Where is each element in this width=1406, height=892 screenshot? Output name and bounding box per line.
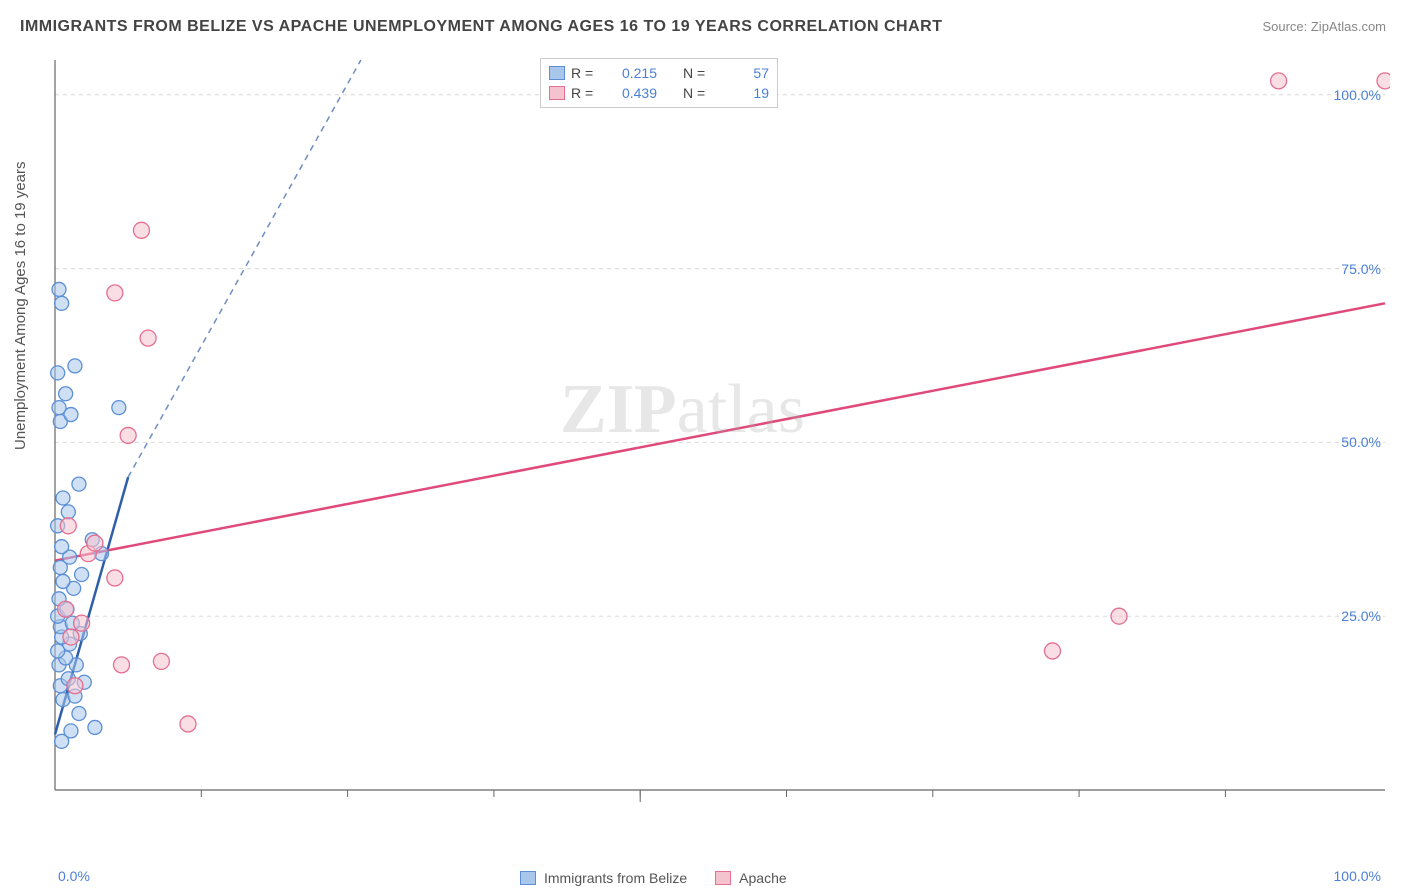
y-tick-label: 100.0%: [1334, 87, 1381, 103]
r-value: 0.215: [607, 65, 657, 81]
legend-swatch: [549, 66, 565, 80]
legend-swatch: [715, 871, 731, 885]
scatter-plot: [50, 55, 1390, 825]
series-legend-item: Immigrants from Belize: [520, 870, 687, 886]
x-axis-min-label: 0.0%: [58, 868, 90, 884]
n-value: 57: [719, 65, 769, 81]
n-label: N =: [683, 65, 713, 81]
series-name: Apache: [739, 870, 786, 886]
y-tick-label: 50.0%: [1341, 434, 1381, 450]
r-label: R =: [571, 65, 601, 81]
y-axis-label: Unemployment Among Ages 16 to 19 years: [12, 161, 29, 450]
y-tick-label: 25.0%: [1341, 608, 1381, 624]
legend-swatch: [520, 871, 536, 885]
series-name: Immigrants from Belize: [544, 870, 687, 886]
y-tick-label: 75.0%: [1341, 261, 1381, 277]
x-axis-max-label: 100.0%: [1334, 868, 1381, 884]
legend-swatch: [549, 86, 565, 100]
n-label: N =: [683, 85, 713, 101]
source-label: Source: ZipAtlas.com: [1262, 19, 1386, 34]
n-value: 19: [719, 85, 769, 101]
chart-title: IMMIGRANTS FROM BELIZE VS APACHE UNEMPLO…: [20, 18, 942, 36]
r-value: 0.439: [607, 85, 657, 101]
series-legend: Immigrants from Belize Apache: [520, 870, 787, 886]
stats-legend: R = 0.215 N = 57 R = 0.439 N = 19: [540, 58, 778, 108]
stats-legend-row: R = 0.439 N = 19: [549, 83, 769, 103]
stats-legend-row: R = 0.215 N = 57: [549, 63, 769, 83]
series-legend-item: Apache: [715, 870, 786, 886]
r-label: R =: [571, 85, 601, 101]
